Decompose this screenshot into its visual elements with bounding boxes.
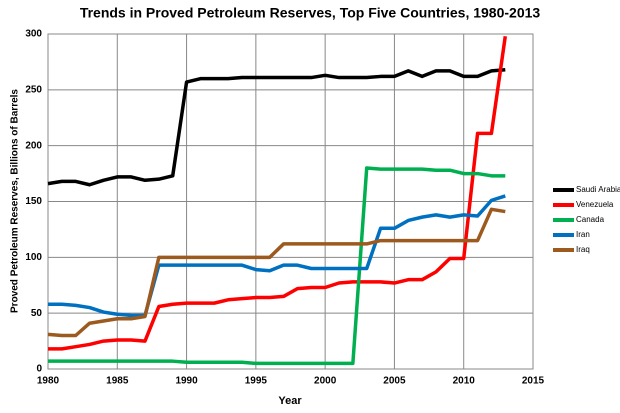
legend-label: Venezuela	[576, 200, 614, 209]
y-tick-label: 0	[36, 364, 42, 375]
x-tick-label: 2005	[383, 376, 406, 387]
y-axis-label: Proved Petroleum Reserves, Billions of B…	[10, 89, 21, 313]
x-tick-label: 2010	[453, 376, 476, 387]
x-tick-label: 1990	[175, 376, 198, 387]
y-tick-label: 200	[25, 140, 42, 151]
series-line	[47, 67, 506, 187]
legend-label: Iraq	[576, 245, 590, 254]
x-tick-label: 2000	[314, 376, 337, 387]
chart-title: Trends in Proved Petroleum Reserves, Top…	[80, 5, 541, 21]
y-tick-label: 150	[25, 196, 42, 207]
y-tick-label: 250	[25, 84, 42, 95]
y-tick-label: 100	[25, 252, 42, 263]
x-axis-label: Year	[278, 395, 302, 407]
x-tick-label: 1980	[37, 376, 60, 387]
y-tick-label: 50	[31, 308, 43, 319]
legend-label: Iran	[576, 230, 590, 239]
series-line	[48, 194, 506, 318]
series-line	[48, 166, 506, 366]
x-tick-label: 1995	[245, 376, 268, 387]
series-line	[47, 207, 506, 338]
legend-label: Saudi Arabia	[576, 185, 620, 194]
y-tick-label: 300	[25, 29, 42, 40]
x-tick-label: 2015	[522, 376, 545, 387]
plot-border	[47, 33, 534, 370]
legend-label: Canada	[576, 215, 605, 224]
x-tick-label: 1985	[106, 376, 129, 387]
series-line	[48, 35, 508, 351]
